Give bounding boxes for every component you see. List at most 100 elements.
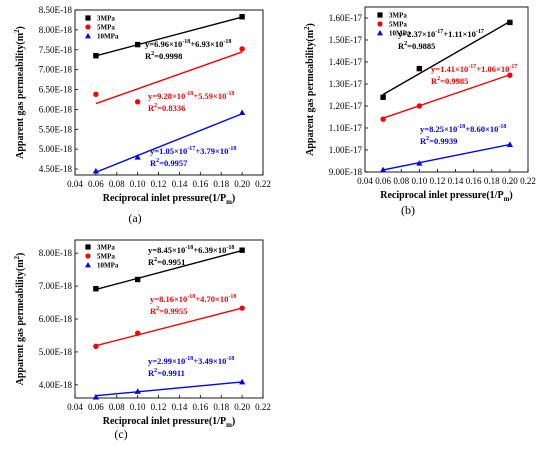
y-tick-label: 4.00E-18 <box>39 380 73 390</box>
eq-main: y=1.41×10 <box>431 64 468 74</box>
eq-exponent: -18 <box>187 294 195 300</box>
legend-marker-10MPa <box>377 30 383 36</box>
r2-value: =0.9885 <box>407 41 435 51</box>
x-tick-label: 0.10 <box>411 176 427 186</box>
legend-label: 5MPa <box>97 253 115 261</box>
fit-equation-10MPa: y=8.25×10-18+8.60×10-18 <box>420 124 506 134</box>
x-axis-title: Reciprocal inlet pressure(1/Pm) <box>380 190 513 203</box>
x-tick-label: 0.06 <box>375 176 391 186</box>
y-axis-title-sup: 2 <box>13 29 21 33</box>
legend-marker-3MPa <box>85 15 91 21</box>
fit-line-3MPa <box>95 16 243 57</box>
y-tick-label: 8.50E-18 <box>39 5 73 15</box>
y-tick-label: 1.30E-17 <box>329 79 363 89</box>
data-point-3MPa <box>416 65 423 72</box>
fit-equation-10MPa: y=2.99×10-18+3.49×10-18 <box>148 356 234 366</box>
legend-label: 10MPa <box>97 33 119 41</box>
eq-mid: +1.06×10 <box>476 64 509 74</box>
eq-exponent: -18 <box>223 39 231 45</box>
data-point-3MPa <box>93 286 99 292</box>
r-squared-10MPa: R2=0.9911 <box>148 368 185 378</box>
panel-label: (b) <box>401 203 415 217</box>
data-point-3MPa <box>134 276 141 283</box>
eq-exponent: -18 <box>185 245 193 251</box>
y-tick-label: 5.00E-18 <box>39 347 73 357</box>
x-axis-title-main: Reciprocal inlet pressure(1/P <box>103 193 226 204</box>
data-point-10MPa <box>239 378 246 385</box>
x-axis-title-end: ) <box>232 193 235 204</box>
x-tick-label: 0.14 <box>172 402 188 412</box>
r2-value: =0.9911 <box>157 368 185 378</box>
x-tick-label: 0.22 <box>255 179 271 189</box>
data-point-5MPa <box>507 72 513 78</box>
r-squared-5MPa: R2=0.9985 <box>431 76 468 86</box>
legend-label: 3MPa <box>97 15 115 23</box>
r2-label: R <box>431 76 438 86</box>
r2-label: R <box>145 51 152 61</box>
y-tick-label: 1.50E-17 <box>329 35 363 45</box>
data-point-5MPa <box>134 330 141 336</box>
y-tick-label: 5.50E-18 <box>39 124 73 134</box>
eq-main: y=6.96×10 <box>145 39 182 49</box>
r2-sup: 2 <box>426 136 429 142</box>
y-tick-label: 1.40E-17 <box>329 57 363 67</box>
x-tick-label: 0.10 <box>130 179 146 189</box>
legend-label: 5MPa <box>389 21 407 29</box>
x-axis-title-end: ) <box>509 190 512 201</box>
x-tick-label: 0.14 <box>448 176 464 186</box>
eq-mid: +6.93×10 <box>190 39 223 49</box>
legend-marker-10MPa <box>85 262 91 268</box>
eq-main: y=2.37×10 <box>398 29 435 39</box>
eq-exponent: -18 <box>182 39 190 45</box>
x-tick-label: 0.16 <box>466 176 482 186</box>
y-axis-title-main: Apparent gas permeability(m <box>15 32 26 159</box>
eq-exponent: -18 <box>498 124 506 130</box>
r2-sup: 2 <box>156 306 159 312</box>
x-tick-label: 0.04 <box>67 402 83 412</box>
x-tick-label: 0.06 <box>88 179 104 189</box>
x-axis-title-sub: m <box>226 421 232 429</box>
y-axis-title-end: ) <box>305 23 316 26</box>
x-axis-title-main: Reciprocal inlet pressure(1/P <box>103 416 226 427</box>
y-tick-label: 6.00E-18 <box>39 314 73 324</box>
x-tick-label: 0.12 <box>151 179 167 189</box>
r-squared-3MPa: R2=0.9951 <box>148 257 185 267</box>
x-axis-title: Reciprocal inlet pressure(1/Pm) <box>103 193 236 206</box>
x-tick-label: 0.12 <box>430 176 446 186</box>
eq-exponent: -18 <box>457 124 465 130</box>
r2-sup: 2 <box>154 368 157 374</box>
eq-mid: +3.49×10 <box>193 356 226 366</box>
fit-equation-5MPa: y=1.41×10-17+1.06×10-17 <box>431 64 517 74</box>
y-tick-label: 6.50E-18 <box>39 85 73 95</box>
y-tick-label: 1.20E-17 <box>329 101 363 111</box>
x-tick-label: 0.18 <box>213 402 229 412</box>
r-squared-5MPa: R2=0.9955 <box>150 306 187 316</box>
r2-label: R <box>398 41 405 51</box>
chart-panel-a: 0.04 0.06 0.08 0.10 0.12 0.14 0.16 0.18 0.20 0.22… <box>13 5 271 225</box>
data-point-3MPa <box>239 247 245 253</box>
fit-line-10MPa <box>95 381 243 397</box>
r-squared-10MPa: R2=0.9939 <box>420 136 457 146</box>
x-tick-label: 0.08 <box>393 176 409 186</box>
x-axis-title-end: ) <box>232 416 235 427</box>
eq-mid: +3.79×10 <box>195 146 228 156</box>
eq-main: y=1.05×10 <box>150 146 187 156</box>
fit-line-5MPa <box>95 307 243 347</box>
data-point-3MPa <box>134 41 141 48</box>
eq-exponent: -18 <box>185 91 193 97</box>
eq-mid: +8.60×10 <box>465 124 498 134</box>
r2-sup: 2 <box>154 103 157 109</box>
legend-label: 3MPa <box>97 244 115 252</box>
fit-equation-3MPa: y=8.45×10-18+6.39×10-18 <box>148 245 234 255</box>
y-tick-label: 6.00E-18 <box>39 104 73 114</box>
x-tick-label: 0.16 <box>192 179 208 189</box>
eq-exponent: -17 <box>468 64 476 70</box>
y-axis-title: Apparent gas permeability(m2) <box>13 253 26 386</box>
eq-exponent: -17 <box>435 29 443 35</box>
r2-value: =0.9985 <box>440 76 468 86</box>
eq-main: y=8.25×10 <box>420 124 457 134</box>
r2-value: =0.9957 <box>159 158 188 168</box>
data-point-5MPa <box>134 99 141 105</box>
eq-mid: +4.70×10 <box>195 294 228 304</box>
